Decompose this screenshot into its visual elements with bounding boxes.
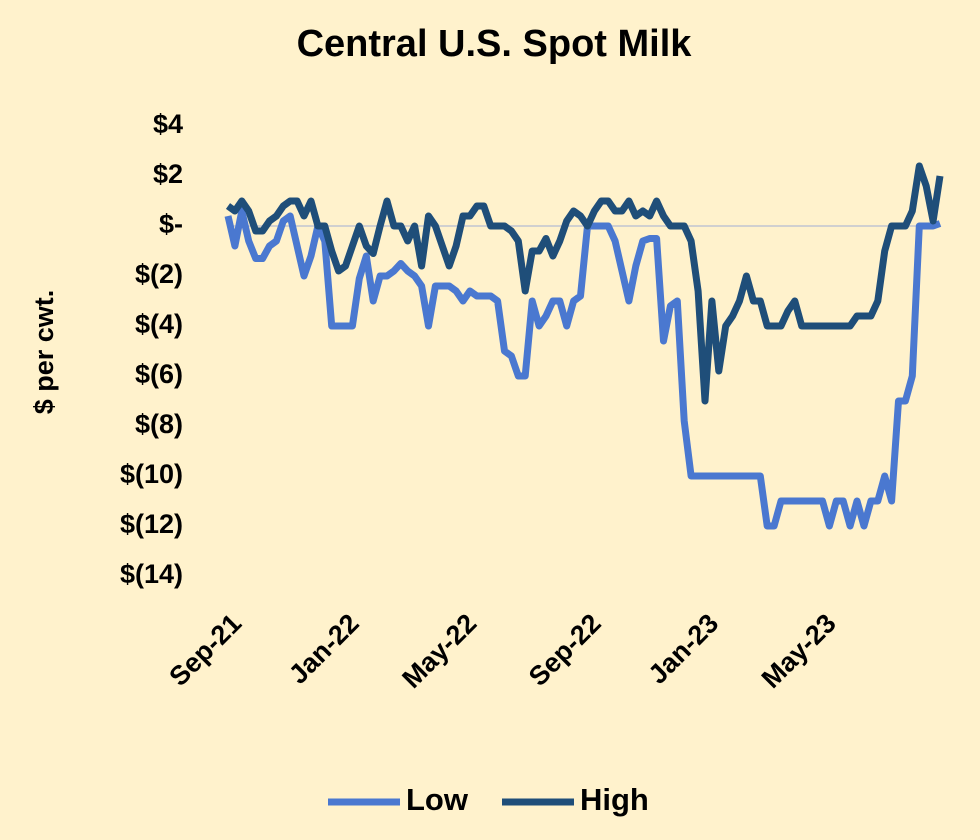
- line-series: [224, 207, 942, 530]
- y-tick-label: $(4): [135, 309, 183, 339]
- y-tick-label: $(6): [135, 359, 183, 389]
- y-tick-label: $4: [153, 109, 183, 139]
- line-series: [225, 162, 944, 405]
- chart-title: Central U.S. Spot Milk: [297, 23, 693, 65]
- y-tick-label: $(2): [135, 259, 183, 289]
- y-tick-label: $(12): [120, 509, 183, 539]
- y-tick-label: $2: [153, 159, 183, 189]
- legend-label: Low: [406, 782, 469, 817]
- legend-label: High: [580, 782, 649, 817]
- y-tick-label: $(10): [120, 459, 183, 489]
- y-axis-label: $ per cwt.: [29, 290, 59, 415]
- y-tick-label: $(14): [120, 559, 183, 589]
- y-tick-label: $(8): [135, 409, 183, 439]
- y-tick-label: $-: [159, 209, 183, 239]
